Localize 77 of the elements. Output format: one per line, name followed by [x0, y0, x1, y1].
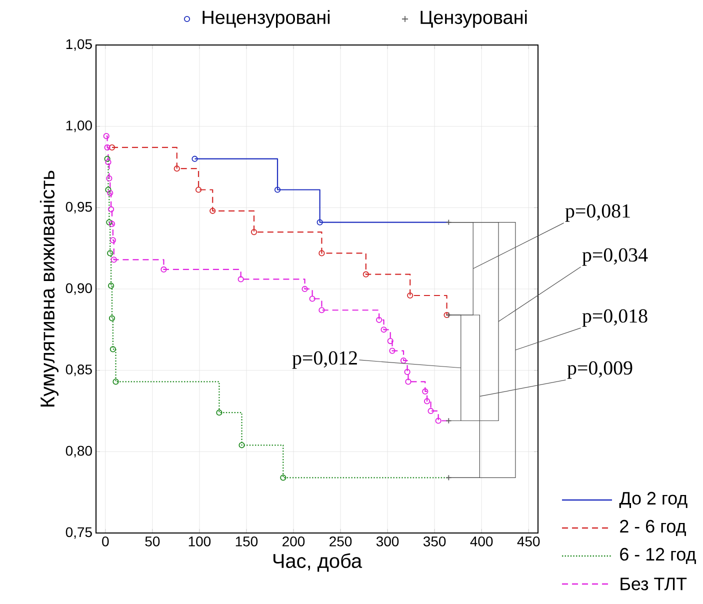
x-tick-label: 200 [282, 536, 305, 546]
point [302, 286, 308, 292]
y-axis-title: Кумулятивна виживаність [40, 170, 59, 406]
x-tick-label: 150 [236, 536, 258, 546]
x-tick-label: 300 [376, 536, 399, 546]
legend-label: Без ТЛТ [620, 578, 687, 590]
x-tick-label: 0 [102, 536, 109, 546]
point [105, 159, 112, 166]
point [110, 237, 116, 244]
point [108, 206, 114, 212]
point [108, 144, 116, 151]
annotation: p=0,012 [292, 351, 357, 369]
y-tick-label: 1,00 [66, 120, 92, 132]
y-tick-label: 0,80 [66, 446, 92, 458]
point [107, 250, 114, 256]
point [110, 256, 117, 263]
point [405, 378, 412, 385]
x-tick-label: 100 [188, 536, 211, 546]
point [108, 315, 116, 322]
point [407, 292, 414, 299]
y-tick-label: 1,05 [66, 39, 92, 51]
y-tick-label: 0,90 [66, 283, 92, 295]
point [362, 271, 369, 278]
point [106, 175, 112, 182]
legend-label: Нецензуровані [202, 10, 330, 28]
point [400, 358, 407, 364]
point [404, 368, 410, 375]
point [108, 282, 114, 289]
legend-label: 2 - 6 год [620, 520, 686, 536]
point [110, 346, 116, 352]
y-tick-label: 0,95 [66, 202, 92, 214]
point [376, 316, 382, 323]
point [387, 338, 394, 344]
point [435, 418, 442, 424]
text: p=0,018 [582, 309, 648, 327]
point [174, 166, 180, 172]
x-axis-title: Час, доба [274, 553, 362, 572]
point [160, 266, 167, 273]
legend-label: До 2 год [619, 492, 688, 508]
point [318, 307, 325, 314]
point [238, 276, 244, 282]
point [107, 190, 114, 196]
y-tick-label: 0,75 [66, 527, 92, 539]
point [103, 133, 110, 140]
text: p=0,009 [567, 361, 632, 379]
point [389, 348, 396, 354]
x-tick-label: 250 [330, 536, 352, 546]
point [280, 474, 286, 481]
x-tick-label: 50 [145, 536, 160, 546]
point [309, 296, 316, 302]
point [428, 408, 434, 414]
point [106, 219, 112, 226]
point [104, 144, 110, 151]
point [112, 378, 119, 385]
text: p=0,034 [582, 248, 648, 266]
x-tick-label: 450 [517, 536, 540, 546]
point [424, 398, 430, 404]
point [238, 442, 245, 448]
point [422, 388, 428, 395]
point [210, 208, 216, 214]
x-tick-label: 400 [470, 536, 493, 546]
point [216, 410, 222, 416]
x-tick-label: 350 [423, 536, 446, 546]
legend-label: Цензуровані [420, 10, 527, 28]
point [195, 186, 202, 193]
point [250, 229, 258, 236]
point [316, 219, 323, 226]
point [104, 156, 110, 162]
point [446, 474, 452, 481]
point [274, 186, 281, 193]
point [105, 186, 112, 193]
point [318, 250, 325, 256]
y-tick-label: 0,85 [66, 364, 92, 376]
point [108, 220, 116, 227]
text: p=0,081 [565, 204, 630, 222]
point [380, 326, 387, 333]
legend-label: 6 - 12 год [620, 548, 696, 564]
